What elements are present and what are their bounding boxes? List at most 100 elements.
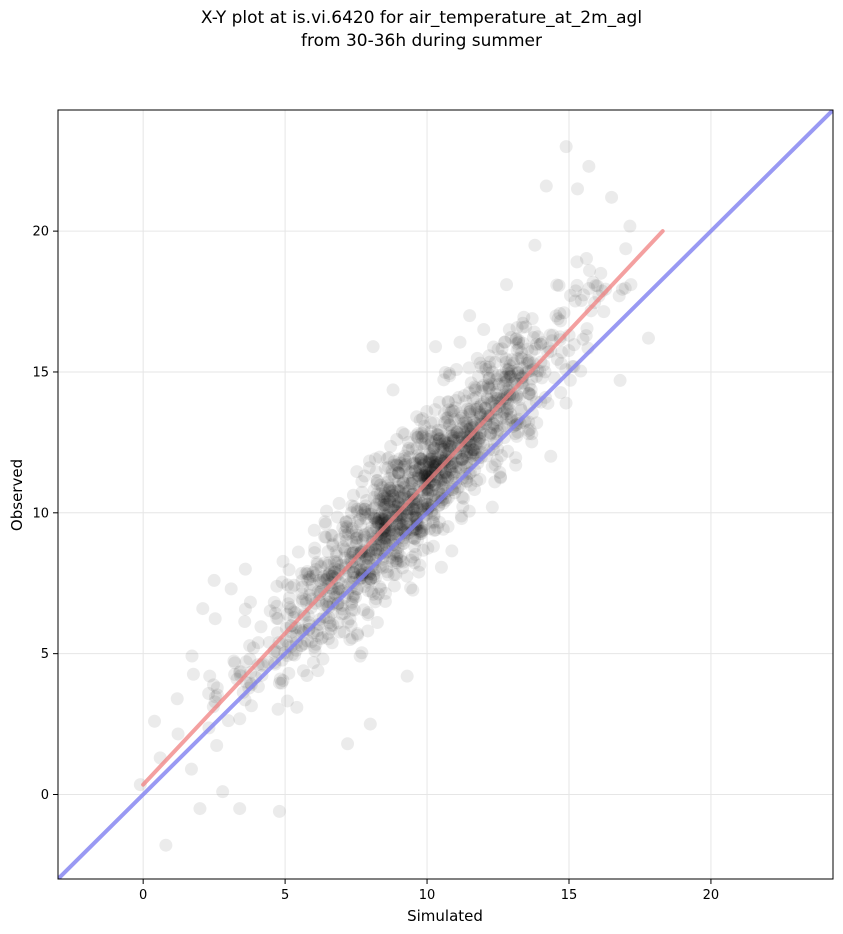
data-point bbox=[343, 633, 357, 647]
data-point bbox=[369, 465, 383, 479]
data-point bbox=[449, 363, 463, 377]
data-point bbox=[490, 372, 504, 386]
data-point bbox=[394, 522, 408, 536]
data-point bbox=[470, 402, 484, 416]
data-point bbox=[618, 281, 632, 295]
data-point bbox=[332, 496, 346, 510]
data-point bbox=[460, 416, 474, 430]
data-point bbox=[431, 448, 445, 462]
data-point bbox=[605, 190, 619, 204]
data-point bbox=[243, 639, 257, 653]
data-point bbox=[457, 425, 471, 439]
data-point bbox=[447, 434, 461, 448]
data-point bbox=[305, 577, 319, 591]
data-point bbox=[281, 597, 295, 611]
data-point bbox=[410, 430, 424, 444]
data-point bbox=[303, 572, 317, 586]
data-point bbox=[482, 349, 496, 363]
data-point bbox=[516, 336, 530, 350]
data-point bbox=[414, 453, 428, 467]
data-point bbox=[438, 366, 452, 380]
data-point bbox=[523, 387, 537, 401]
data-point bbox=[408, 531, 422, 545]
data-point bbox=[463, 404, 477, 418]
data-point bbox=[530, 369, 544, 383]
data-point bbox=[430, 428, 444, 442]
data-point bbox=[523, 422, 537, 436]
data-point bbox=[544, 449, 558, 463]
data-point bbox=[522, 378, 536, 392]
data-point bbox=[488, 458, 502, 472]
data-point bbox=[369, 543, 383, 557]
data-point bbox=[398, 463, 412, 477]
data-point bbox=[206, 678, 220, 692]
data-point bbox=[445, 429, 459, 443]
data-point bbox=[394, 554, 408, 568]
data-point bbox=[406, 474, 420, 488]
data-point bbox=[417, 458, 431, 472]
data-point bbox=[325, 529, 339, 543]
data-point bbox=[371, 543, 385, 557]
data-point bbox=[424, 452, 438, 466]
data-point bbox=[270, 645, 284, 659]
data-point bbox=[445, 429, 459, 443]
data-point bbox=[360, 551, 374, 565]
data-point bbox=[521, 342, 535, 356]
data-point bbox=[437, 433, 451, 447]
data-point bbox=[210, 681, 224, 695]
data-point bbox=[474, 384, 488, 398]
data-point bbox=[522, 387, 536, 401]
data-point bbox=[373, 580, 387, 594]
data-point bbox=[495, 349, 509, 363]
data-point bbox=[400, 669, 414, 683]
data-point bbox=[377, 534, 391, 548]
data-point bbox=[393, 484, 407, 498]
data-point bbox=[406, 457, 420, 471]
data-point bbox=[428, 455, 442, 469]
data-point bbox=[338, 590, 352, 604]
data-point bbox=[503, 359, 517, 373]
data-point bbox=[355, 646, 369, 660]
data-point bbox=[299, 566, 313, 580]
data-point bbox=[442, 439, 456, 453]
data-point bbox=[441, 520, 455, 534]
data-point bbox=[569, 284, 583, 298]
data-point bbox=[238, 615, 252, 629]
data-point bbox=[539, 179, 553, 193]
data-point bbox=[341, 615, 355, 629]
data-point bbox=[335, 602, 349, 616]
data-point bbox=[553, 307, 567, 321]
data-point bbox=[345, 595, 359, 609]
data-point bbox=[378, 536, 392, 550]
data-point bbox=[367, 501, 381, 515]
data-point bbox=[438, 465, 452, 479]
data-point bbox=[385, 467, 399, 481]
data-point bbox=[345, 521, 359, 535]
data-point bbox=[332, 581, 346, 595]
data-point bbox=[367, 483, 381, 497]
data-point bbox=[468, 383, 482, 397]
data-point bbox=[454, 406, 468, 420]
data-point bbox=[394, 517, 408, 531]
data-point bbox=[370, 498, 384, 512]
data-point bbox=[380, 491, 394, 505]
data-point bbox=[479, 362, 493, 376]
data-point bbox=[576, 332, 590, 346]
data-point bbox=[546, 328, 560, 342]
data-point bbox=[413, 558, 427, 572]
data-point bbox=[460, 447, 474, 461]
axis-ticks: 0 5 10 15 20 0 5 10 15 20 bbox=[32, 225, 719, 903]
data-point bbox=[503, 370, 517, 384]
data-point bbox=[295, 594, 309, 608]
data-point bbox=[375, 512, 389, 526]
y-axis-label: Observed bbox=[8, 459, 26, 531]
data-point bbox=[366, 587, 380, 601]
data-point bbox=[246, 641, 260, 655]
data-point bbox=[471, 436, 485, 450]
data-point bbox=[275, 676, 289, 690]
data-point bbox=[498, 335, 512, 349]
data-point bbox=[613, 373, 627, 387]
data-point bbox=[206, 700, 220, 714]
data-point bbox=[436, 480, 450, 494]
plot-frame bbox=[57, 109, 834, 880]
